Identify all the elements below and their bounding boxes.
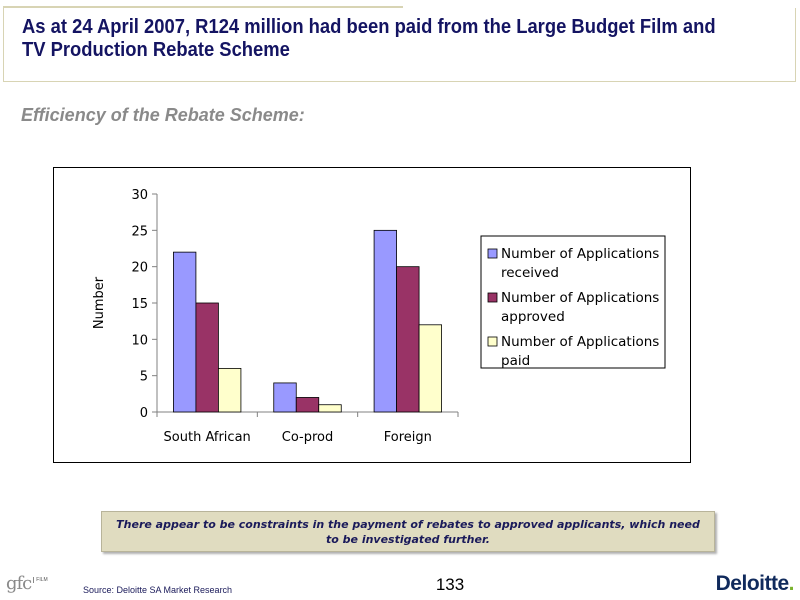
conclusion-note-text: There appear to be constraints in the pa… <box>116 517 700 546</box>
legend-label: Number of Applications <box>501 334 659 350</box>
bar <box>273 382 297 413</box>
y-tick-label: 20 <box>131 261 148 276</box>
bar-chart: Number 0 5 10 15 20 25 30 South African Co-prod F… <box>92 188 666 445</box>
deloitte-logo-text: Deloitte <box>715 572 790 595</box>
bar <box>396 266 420 413</box>
x-tick-label: Co-prod <box>282 430 333 445</box>
title-top-rule <box>3 6 403 8</box>
page-number: 133 <box>435 575 465 594</box>
legend-swatch <box>487 292 498 303</box>
bar <box>218 367 242 413</box>
chart-frame: Number 0 5 10 15 20 25 30 South African Co-prod F… <box>53 167 691 463</box>
x-tick-label: South African <box>164 430 251 445</box>
y-tick-label: 30 <box>131 188 148 203</box>
bar <box>173 251 197 413</box>
chart-ticks: 0 5 10 15 20 25 30 South African Co-prod Foreign <box>131 188 459 445</box>
legend-label: Number of Applications <box>501 246 659 262</box>
legend-label: paid <box>501 353 530 369</box>
y-tick-label: 10 <box>131 333 148 348</box>
title-frame <box>3 8 796 82</box>
y-axis-title: Number <box>92 276 107 329</box>
conclusion-note: There appear to be constraints in the pa… <box>101 511 715 552</box>
bar <box>295 397 320 413</box>
gfc-logo: gfc FILM <box>6 574 48 594</box>
bar <box>418 324 442 413</box>
x-tick-label: Foreign <box>384 430 432 445</box>
deloitte-logo: Deloitte. <box>715 572 795 596</box>
legend-label: received <box>501 265 559 281</box>
bar <box>318 404 342 413</box>
y-tick-label: 15 <box>131 297 148 312</box>
legend-label: Number of Applications <box>501 290 659 306</box>
bar <box>373 229 397 413</box>
legend-swatch <box>487 248 498 259</box>
y-tick-label: 25 <box>131 224 148 239</box>
chart-bars <box>173 229 442 413</box>
legend-swatch <box>487 336 498 347</box>
section-subtitle: Efficiency of the Rebate Scheme: <box>21 105 305 125</box>
bar <box>195 302 219 413</box>
gfc-logo-subtext: FILM <box>33 577 48 583</box>
y-axis-title-group: Number <box>92 276 107 329</box>
chart-legend: Number of Applications received Number of … <box>480 235 666 369</box>
legend-label: approved <box>501 309 565 325</box>
gfc-logo-text: gfc <box>6 573 32 594</box>
legend-frame <box>480 235 666 369</box>
page-title: As at 24 April 2007, R124 million had be… <box>22 16 716 61</box>
source-note: Source: Deloitte SA Market Research <box>83 585 233 595</box>
y-tick-label: 5 <box>140 370 148 385</box>
y-tick-label: 0 <box>140 406 148 421</box>
deloitte-logo-dot: . <box>788 572 795 595</box>
